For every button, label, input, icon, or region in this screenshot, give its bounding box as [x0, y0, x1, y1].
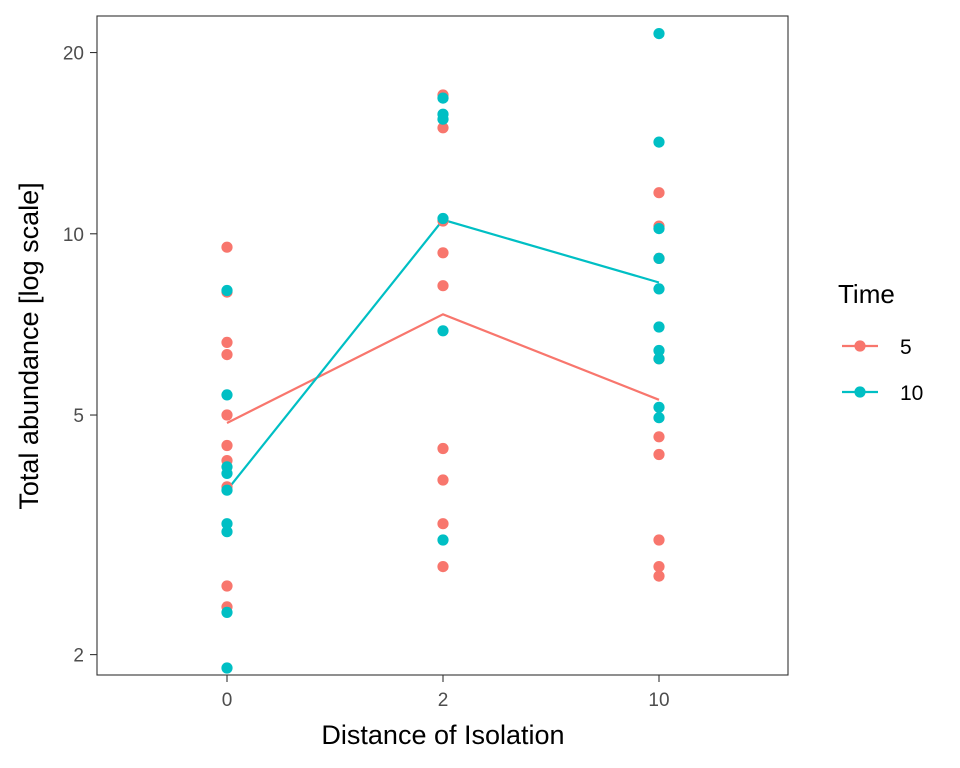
x-tick-label: 2 — [438, 690, 449, 711]
data-point-10 — [437, 92, 449, 104]
data-point-10 — [221, 662, 233, 674]
data-point-10 — [221, 518, 233, 530]
data-point-10 — [653, 321, 665, 333]
legend: Time 5 10 — [838, 279, 923, 405]
data-point-5 — [221, 349, 233, 361]
data-point-10 — [221, 467, 233, 479]
x-axis-title: Distance of Isolation — [321, 720, 564, 750]
data-points — [221, 27, 665, 674]
x-tick-label: 10 — [648, 690, 669, 711]
data-point-10 — [653, 136, 665, 148]
data-point-10 — [653, 283, 665, 295]
data-point-10 — [437, 325, 449, 337]
x-tick-label: 0 — [222, 690, 233, 711]
data-point-10 — [653, 344, 665, 357]
data-point-5 — [653, 534, 665, 546]
legend-label: 10 — [900, 382, 923, 405]
series-line-5 — [226, 313, 660, 424]
y-tick-label: 2 — [73, 646, 84, 667]
data-point-5 — [437, 442, 449, 455]
data-point-5 — [653, 448, 665, 461]
data-point-5 — [221, 439, 233, 452]
legend-key-point — [854, 386, 866, 398]
data-point-10 — [221, 606, 233, 619]
data-point-5 — [653, 431, 665, 443]
data-point-10 — [653, 27, 665, 40]
data-point-5 — [437, 247, 449, 259]
data-point-5 — [653, 570, 665, 582]
data-point-10 — [653, 252, 665, 264]
y-axis: 2 5 10 20 — [63, 44, 97, 667]
data-point-5 — [653, 561, 665, 573]
data-point-5 — [653, 187, 665, 199]
y-tick-label: 10 — [63, 225, 84, 246]
data-point-10 — [437, 534, 449, 546]
data-point-10 — [653, 353, 665, 365]
data-point-10 — [653, 412, 665, 424]
y-tick-label: 20 — [63, 44, 84, 65]
data-point-5 — [221, 580, 233, 592]
y-tick-label: 5 — [73, 406, 84, 427]
legend-label: 5 — [900, 336, 912, 359]
y-axis-title: Total abundance [log scale] — [14, 182, 44, 509]
data-point-10 — [437, 212, 449, 225]
data-point-5 — [221, 241, 233, 253]
data-point-5 — [437, 474, 449, 486]
data-point-10 — [437, 113, 449, 125]
data-point-5 — [437, 122, 449, 134]
legend-key-10 — [842, 386, 878, 398]
data-point-10 — [221, 484, 233, 496]
plot-area — [96, 15, 789, 676]
legend-key-5 — [842, 340, 878, 352]
data-point-10 — [221, 284, 233, 297]
data-point-10 — [653, 223, 665, 235]
data-point-5 — [437, 561, 449, 573]
data-point-5 — [221, 409, 233, 421]
data-point-5 — [221, 336, 233, 348]
data-point-5 — [437, 518, 449, 530]
data-point-10 — [221, 526, 233, 538]
data-point-10 — [221, 389, 233, 401]
legend-key-point — [854, 340, 866, 352]
legend-title: Time — [838, 279, 895, 309]
data-point-5 — [437, 280, 449, 292]
data-point-10 — [653, 401, 665, 413]
x-axis: 0 2 10 — [222, 675, 670, 711]
